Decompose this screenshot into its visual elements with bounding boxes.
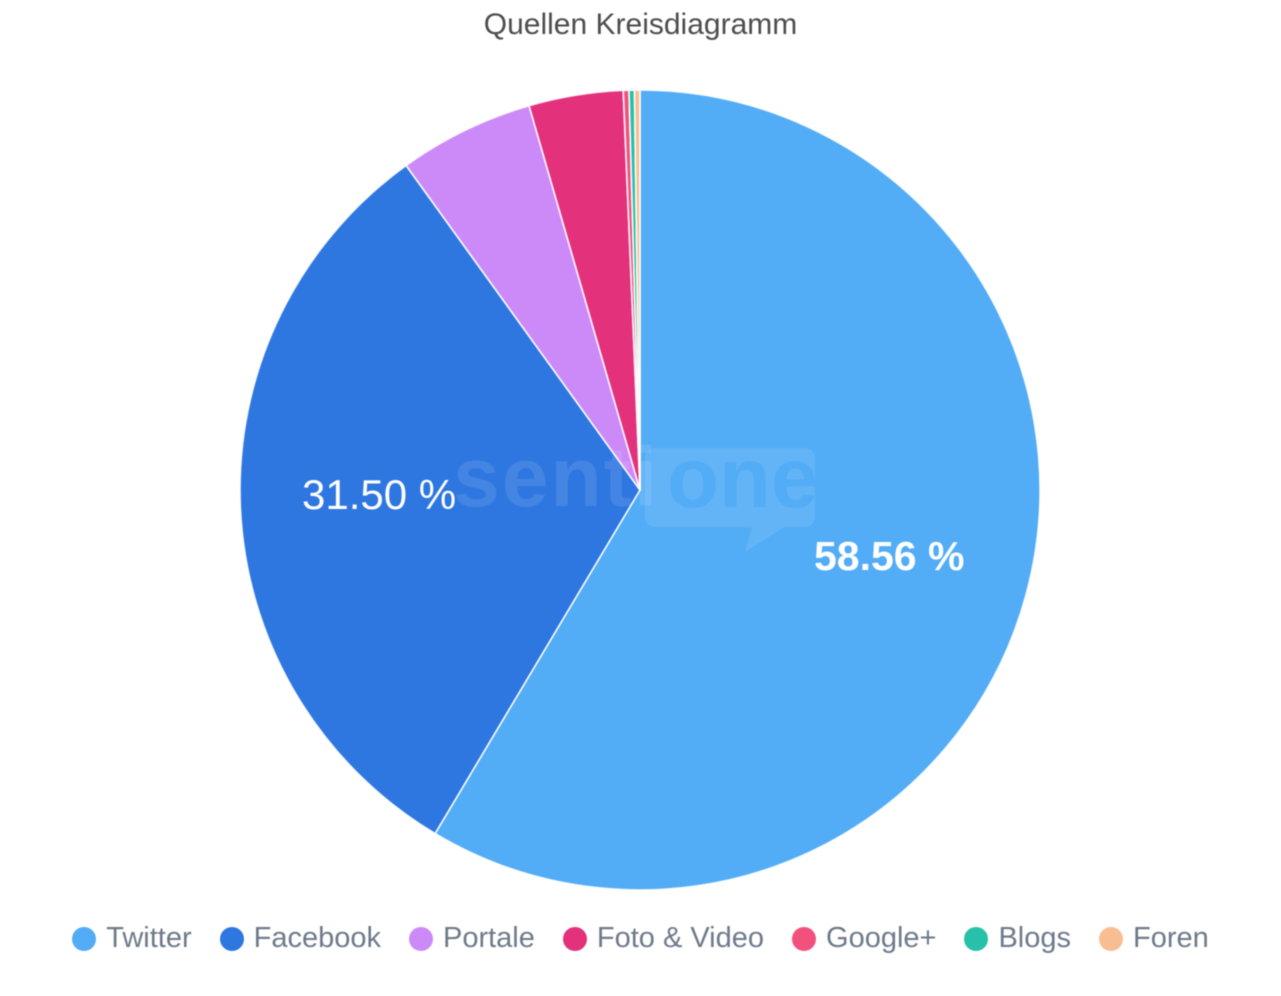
svg-text:senti: senti	[453, 430, 659, 524]
